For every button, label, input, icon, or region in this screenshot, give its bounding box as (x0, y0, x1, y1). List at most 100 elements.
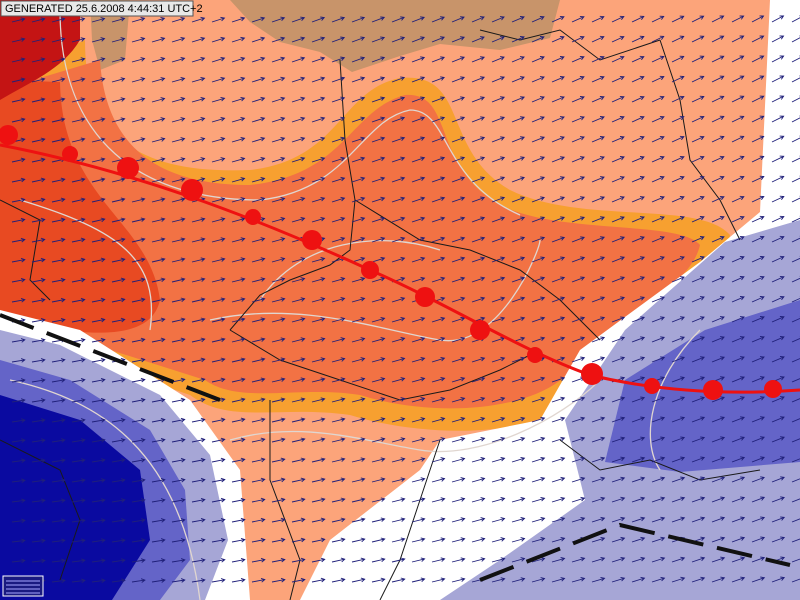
wind-arrow (571, 456, 586, 463)
wind-arrow (311, 216, 326, 223)
wind-arrow (111, 297, 126, 303)
wind-arrow (531, 256, 546, 263)
wind-arrow (791, 195, 800, 203)
wind-arrow (211, 377, 226, 383)
wind-arrow (251, 76, 266, 83)
wind-arrow (471, 116, 485, 123)
wind-arrow (271, 537, 286, 543)
wind-arrow (271, 36, 286, 43)
wind-arrow (151, 498, 166, 503)
wind-arrow (351, 176, 366, 183)
wind-arrow (311, 317, 326, 323)
wind-arrow (491, 416, 506, 423)
wind-arrow (471, 416, 486, 423)
wind-arrow (471, 276, 486, 283)
wind-arrow (231, 557, 246, 563)
wind-arrow (671, 115, 685, 123)
wind-arrow (451, 36, 465, 43)
wind-arrow (111, 538, 126, 543)
wind-arrow (31, 558, 46, 564)
wind-arrow (351, 537, 366, 543)
wind-arrow (451, 216, 466, 223)
wind-arrow (731, 135, 745, 143)
wind-arrow (491, 517, 506, 523)
wind-arrow (331, 236, 346, 243)
wind-arrow (351, 277, 366, 283)
wind-arrow (51, 518, 66, 523)
wind-arrow (751, 35, 765, 43)
hot-area (0, 80, 160, 333)
wind-arrow (371, 537, 386, 543)
wind-arrow (651, 456, 666, 463)
wind-arrow (271, 217, 286, 223)
wind-arrow (31, 197, 46, 203)
wind-arrow (31, 458, 46, 463)
wind-arrow (331, 216, 346, 223)
wind-arrow (191, 257, 206, 263)
wind-arrow (531, 436, 546, 443)
wind-arrow (211, 497, 226, 503)
wind-arrow (791, 376, 800, 383)
wind-arrow (31, 37, 46, 43)
wind-arrow (631, 336, 646, 343)
wind-arrow (731, 376, 745, 383)
wind-arrow (651, 416, 666, 423)
wind-arrow (791, 478, 800, 483)
wind-arrow (471, 457, 486, 463)
wind-arrow (751, 155, 765, 163)
wind-arrow (511, 537, 526, 543)
wind-arrow (271, 357, 286, 363)
wind-arrow (611, 95, 625, 103)
wind-arrow (411, 336, 426, 343)
header-box: GENERATED 25.6.2008 4:44:31 UTC+2 (0, 0, 203, 17)
wind-arrow (31, 257, 46, 263)
wind-arrow (31, 418, 46, 423)
wind-arrow (511, 396, 526, 403)
wind-arrow (611, 536, 626, 543)
wind-arrow (611, 236, 625, 243)
wind-arrow (471, 16, 485, 23)
wind-arrow (471, 236, 486, 243)
wind-arrow (151, 77, 166, 83)
wind-arrow (671, 256, 685, 263)
wind-arrow (291, 477, 306, 483)
wind-arrow (671, 316, 685, 323)
wind-arrow (751, 95, 765, 103)
wind-arrow (391, 156, 406, 163)
dry-line (0, 313, 791, 582)
wind-arrow (571, 356, 586, 363)
wind-arrow (711, 496, 726, 503)
wind-arrow (191, 117, 206, 123)
wind-arrow (791, 95, 800, 103)
wind-arrow (751, 215, 765, 223)
wind-arrow (611, 75, 625, 83)
wind-arrow (491, 356, 506, 363)
wind-arrow (171, 317, 186, 323)
wind-arrow (431, 316, 446, 323)
wind-arrow (271, 197, 286, 203)
wind-arrow (71, 117, 86, 123)
wind-arrow (751, 496, 766, 503)
wind-arrow (731, 155, 745, 163)
wind-arrow (611, 496, 626, 503)
wind-arrow (671, 55, 685, 63)
wind-arrow (91, 37, 106, 43)
wind-arrow (491, 176, 506, 183)
wind-arrow (611, 416, 626, 423)
wind-arrow (531, 296, 546, 303)
wind-arrow (711, 476, 726, 483)
wind-arrow (711, 15, 725, 23)
wind-arrow (671, 296, 685, 303)
wind-arrow (191, 497, 206, 503)
wind-arrow (751, 115, 765, 123)
wind-arrow (71, 418, 86, 423)
wind-arrow (111, 97, 126, 103)
wind-arrow (691, 376, 705, 383)
wind-arrow (431, 577, 446, 583)
wind-arrow (311, 357, 326, 363)
wind-arrow (551, 116, 565, 123)
wind-arrow (331, 297, 346, 303)
wind-arrow (451, 116, 466, 123)
wind-arrow (571, 96, 585, 103)
wind-arrow (431, 96, 446, 103)
